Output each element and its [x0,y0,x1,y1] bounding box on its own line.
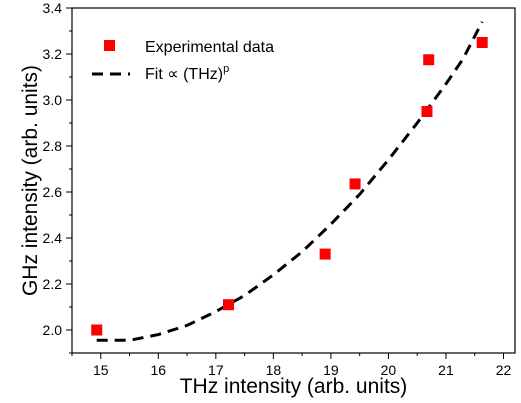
legend-marker-experimental [104,40,115,51]
x-axis-title: THz intensity (arb. units) [180,375,408,398]
x-tick-label: 19 [323,362,339,378]
data-point [319,248,331,260]
plot-frame [71,7,516,354]
y-tick-label: 3.0 [43,92,63,108]
x-tick-label: 15 [93,362,109,378]
x-tick-label: 18 [266,362,282,378]
x-tick-label: 21 [438,362,454,378]
data-point [423,54,435,66]
y-tick-label: 2.0 [43,322,63,338]
data-point [349,178,361,190]
y-axis-title: GHz intensity (arb. units) [19,65,42,296]
data-point [91,324,103,336]
x-tick-label: 20 [381,362,397,378]
y-tick-label: 3.2 [43,46,63,62]
y-tick-label: 2.2 [43,276,63,292]
y-tick-label: 2.4 [43,230,63,246]
data-point [222,299,234,311]
data-point [421,106,433,117]
x-tick-label: 17 [208,362,224,378]
legend-label-fit-main: Fit ∝ (THz) [145,66,223,83]
legend-label-fit: Fit ∝ (THz)p [145,63,229,83]
y-tick-label: 3.4 [43,0,63,16]
fit-series [96,21,484,342]
x-tick-label: 22 [496,362,512,378]
legend: Experimental data Fit ∝ (THz)p [92,39,274,83]
fit-line [96,21,484,342]
experimental-series [91,37,488,336]
legend-label-experimental: Experimental data [145,39,274,56]
y-axis-ticks: 2.0 2.2 2.4 2.6 2.8 3.0 3.2 3.4 [43,0,72,354]
y-tick-label: 2.6 [43,184,63,200]
legend-label-fit-sup: p [223,63,229,75]
x-axis-ticks: 15 16 17 18 19 20 21 22 [71,353,512,378]
x-tick-label: 16 [151,362,167,378]
y-tick-label: 2.8 [43,138,63,154]
data-point [476,37,488,48]
